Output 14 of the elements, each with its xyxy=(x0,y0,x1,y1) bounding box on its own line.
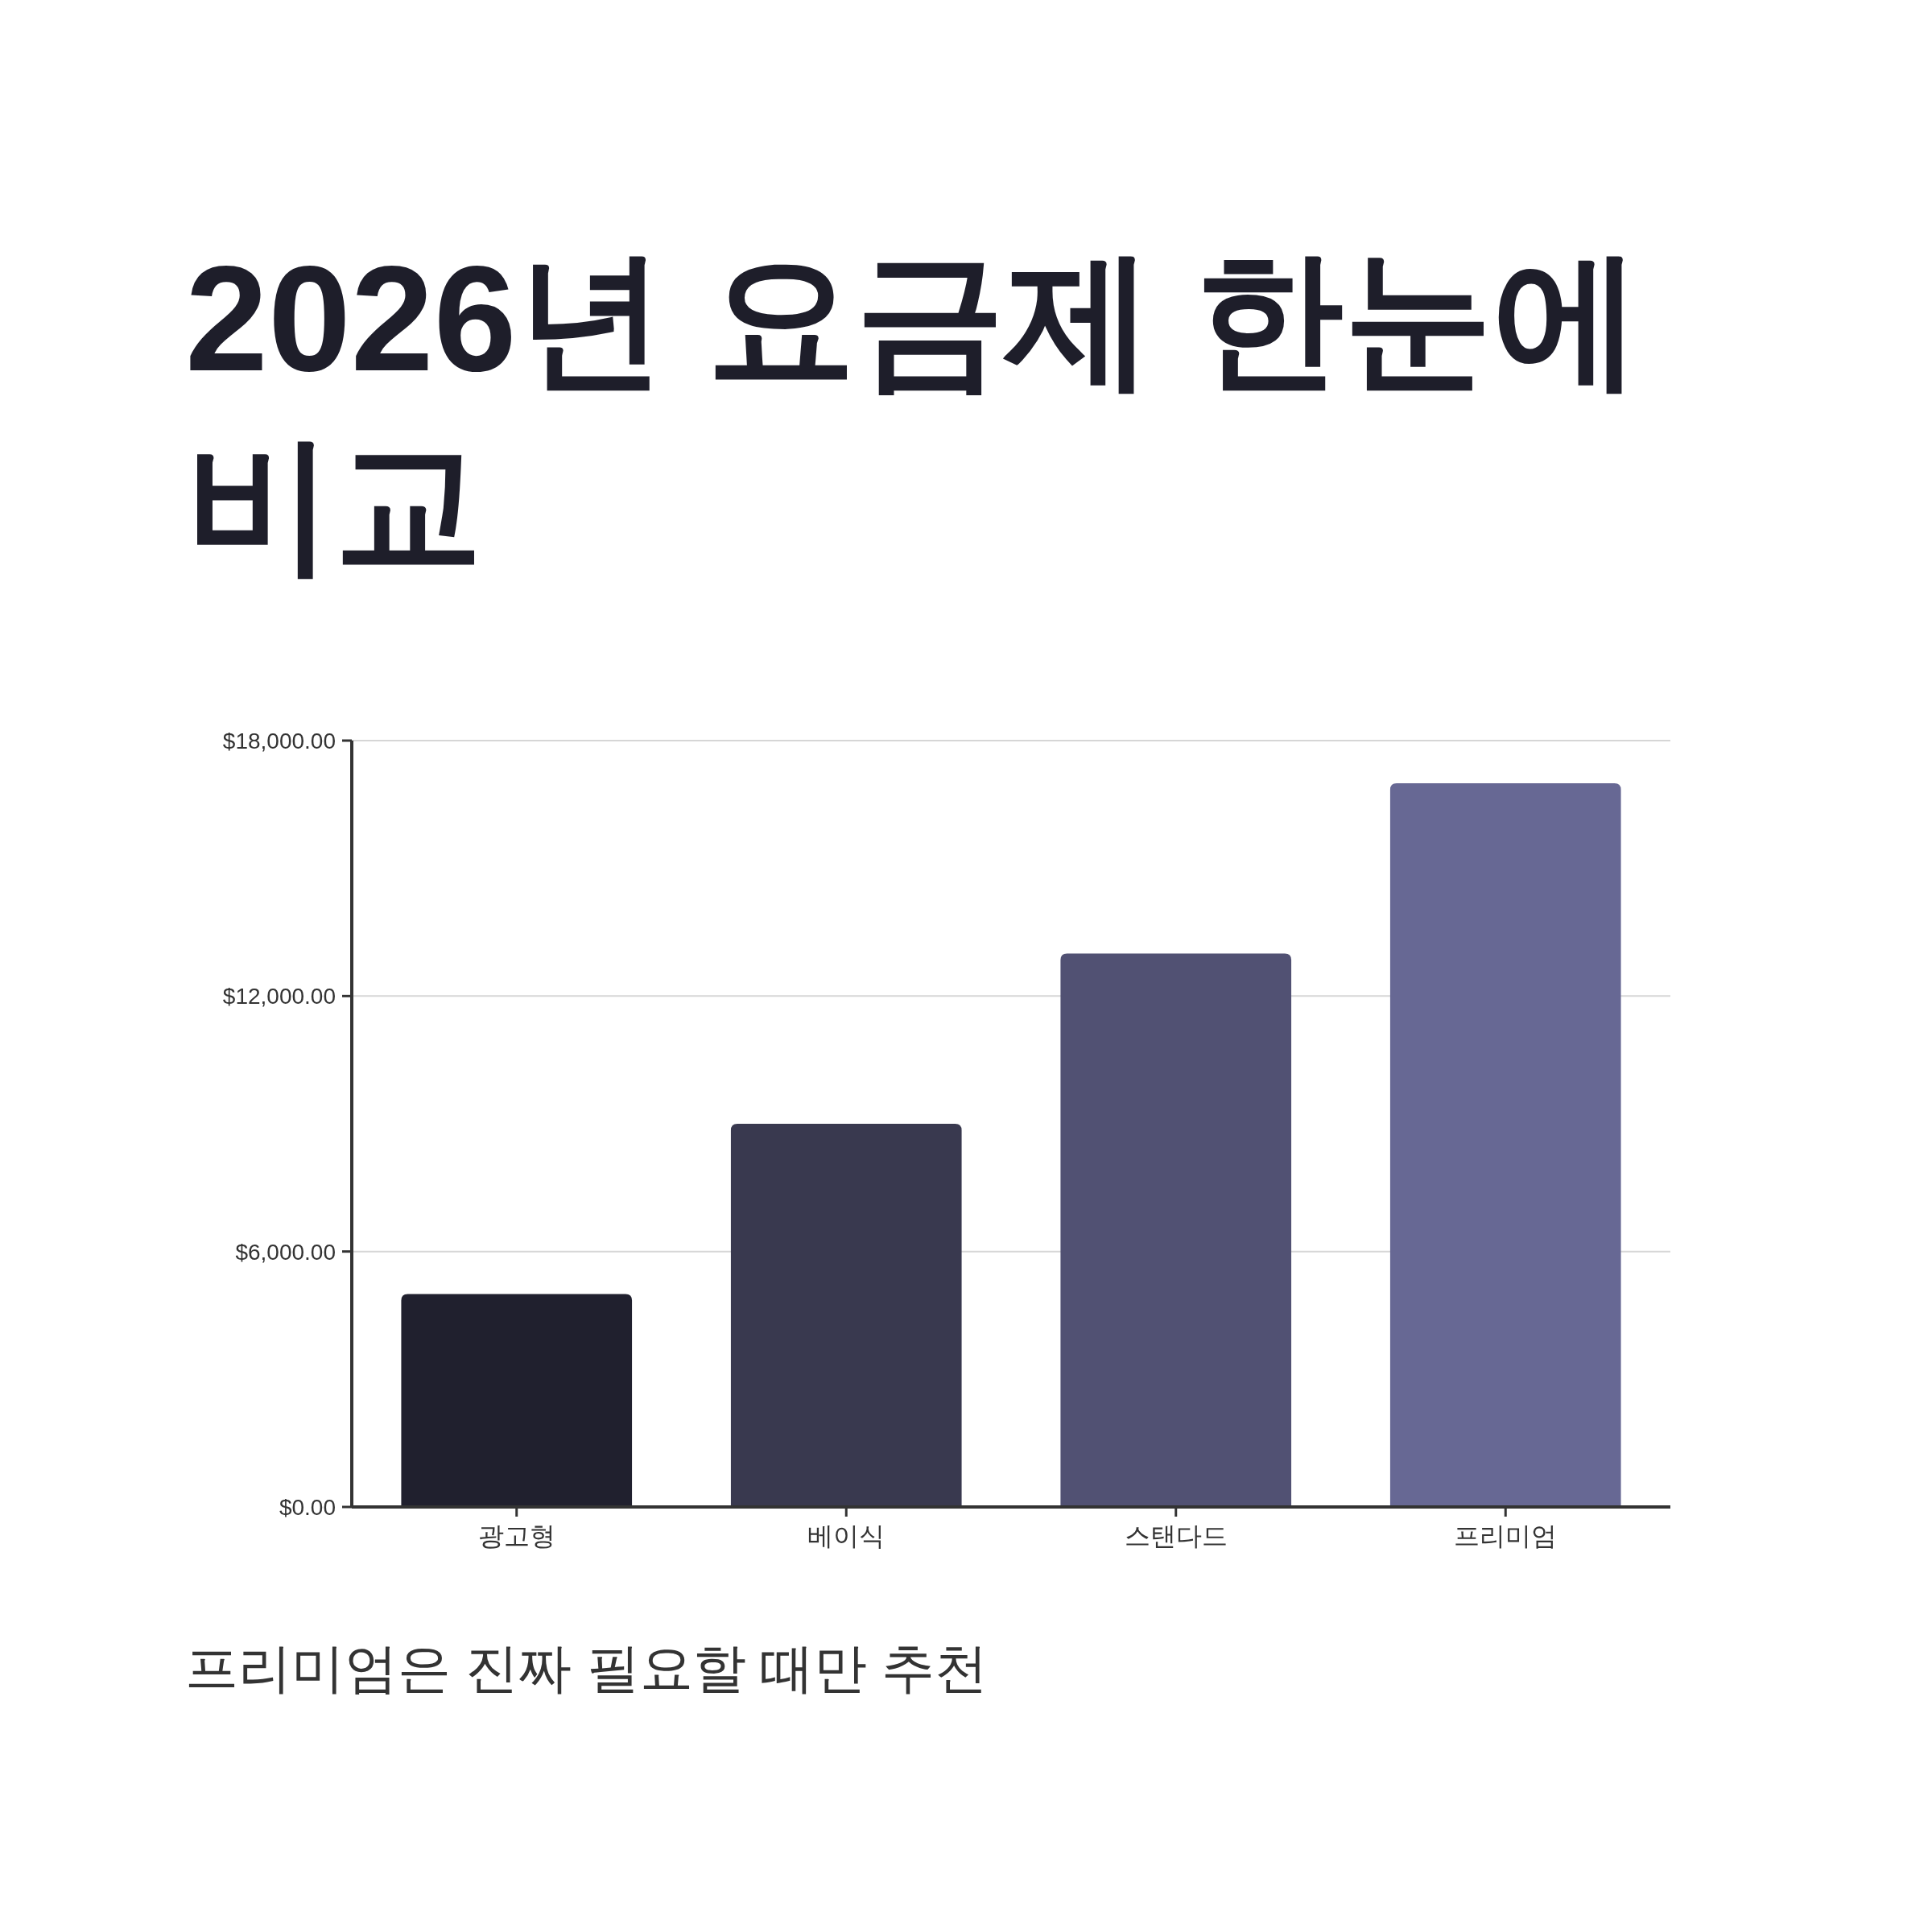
x-tick-label: 스탠다드 xyxy=(1124,1521,1228,1550)
text: 프리미엄은 진짜 필요할 때만 추천 xyxy=(185,1638,989,1698)
bar xyxy=(1060,953,1292,1507)
y-tick-label: $18,000.00 xyxy=(222,729,336,753)
y-tick-label: $12,000.00 xyxy=(222,984,336,1009)
bar xyxy=(730,1124,962,1507)
title: 2026년 요금제 한눈에 비교 xyxy=(185,236,1642,587)
bar xyxy=(1389,782,1621,1507)
x-tick-label: 프리미엄 xyxy=(1454,1521,1558,1550)
x-tick-label: 베이식 xyxy=(807,1521,886,1550)
x-tick-label: 광고형 xyxy=(477,1521,555,1550)
bar xyxy=(401,1294,633,1507)
y-tick-label: $0.00 xyxy=(279,1495,336,1520)
y-tick-label: $6,000.00 xyxy=(235,1239,336,1265)
